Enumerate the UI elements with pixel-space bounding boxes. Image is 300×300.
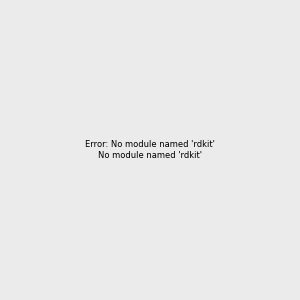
Text: Error: No module named 'rdkit'
No module named 'rdkit': Error: No module named 'rdkit' No module… [85,140,215,160]
